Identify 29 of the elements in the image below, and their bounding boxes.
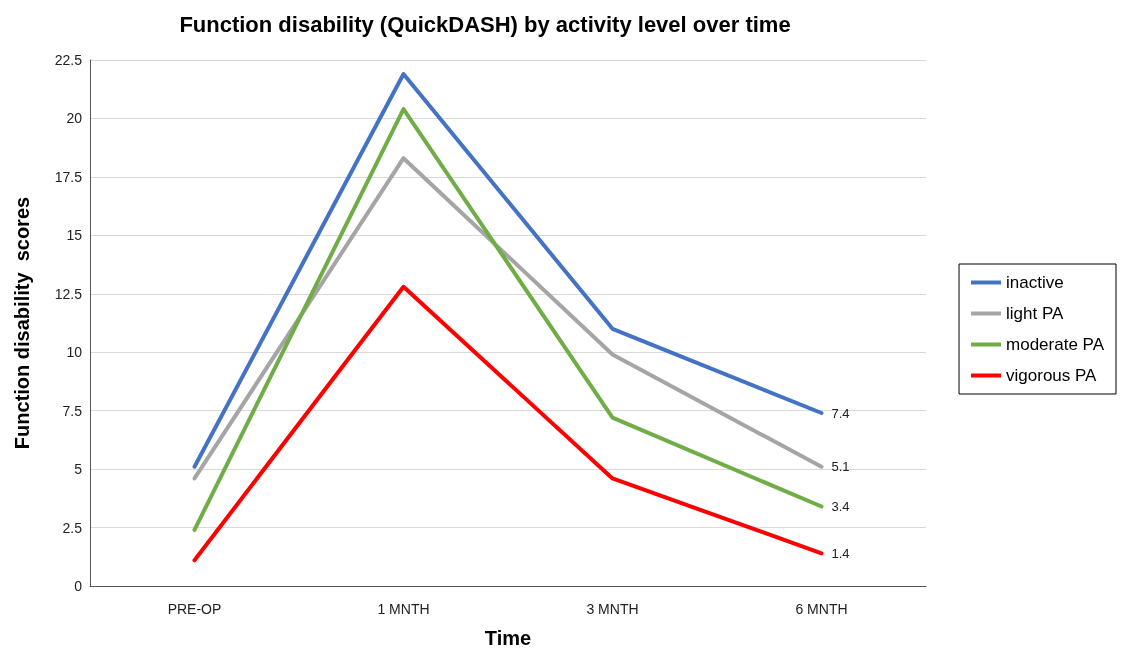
y-tick-label: 0 — [74, 578, 83, 594]
y-tick-label: 22.5 — [54, 52, 83, 68]
x-tick-label: 1 MNTH — [377, 601, 430, 617]
line-series — [192, 284, 824, 563]
legend-label: inactive — [1006, 273, 1064, 292]
x-tick-label: PRE-OP — [167, 601, 222, 617]
legend-label: light PA — [1006, 304, 1065, 323]
data-label: 5.1 — [831, 459, 850, 475]
x-axis-title: Time — [484, 627, 532, 649]
y-tick-label: 5 — [74, 461, 83, 478]
y-axis-title: Function disability scores — [11, 196, 33, 450]
line-series — [192, 156, 824, 481]
y-tick-label: 2.5 — [62, 519, 83, 536]
x-tick-label: 3 MNTH — [586, 601, 639, 617]
line-series — [192, 107, 824, 532]
chart-title: Function disability (QuickDASH) by activity level over time — [179, 11, 791, 37]
y-tick-label: 12.5 — [54, 285, 83, 302]
x-tick-label: 6 MNTH — [795, 601, 848, 617]
y-tick-label: 17.5 — [54, 168, 83, 185]
data-label: 7.4 — [831, 405, 850, 421]
data-label: 3.4 — [831, 499, 850, 515]
y-tick-label: 7.5 — [62, 402, 83, 419]
y-tick-label: 10 — [66, 344, 83, 361]
y-tick-label: 15 — [66, 227, 83, 244]
legend-label: vigorous PA — [1006, 366, 1098, 385]
line-series — [192, 72, 824, 469]
y-tick-label: 20 — [66, 110, 83, 127]
data-label: 1.4 — [831, 545, 850, 561]
legend-label: moderate PA — [1006, 335, 1105, 354]
